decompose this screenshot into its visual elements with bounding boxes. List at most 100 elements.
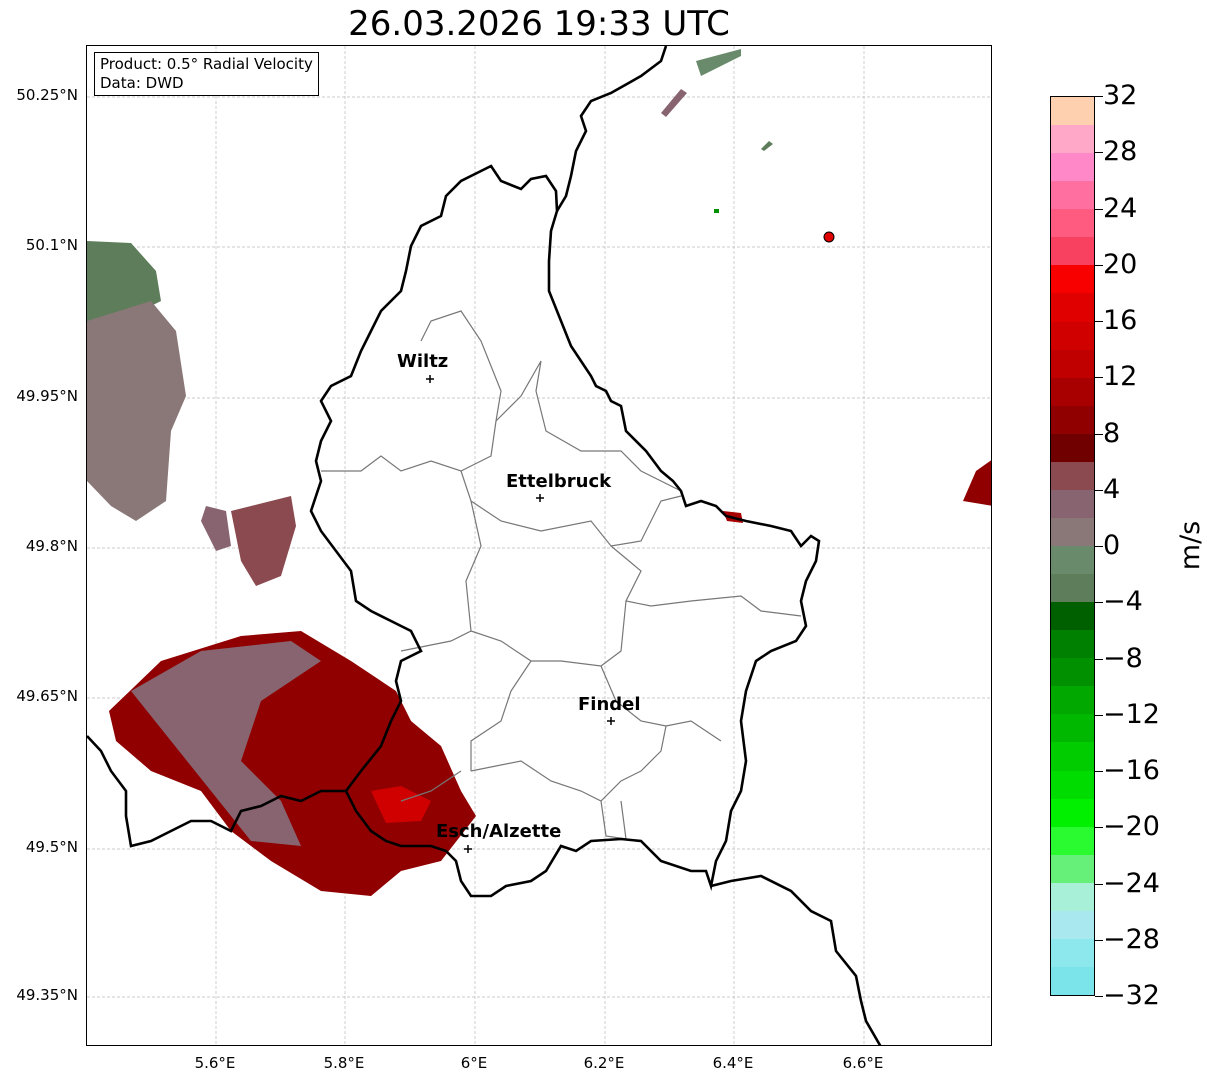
colorbar-tick <box>1095 489 1103 491</box>
colorbar <box>1050 96 1095 996</box>
colorbar-band <box>1051 630 1094 659</box>
colorbar-tick <box>1095 996 1103 997</box>
echo-w-cluster <box>231 496 296 586</box>
colorbar-tick-label: 32 <box>1103 80 1138 111</box>
echo-n1 <box>661 89 687 117</box>
lon-label: 6.2°E <box>583 1054 625 1072</box>
echo-n2 <box>761 141 773 151</box>
colorbar-band <box>1051 742 1094 771</box>
map-title: 26.03.2026 19:33 UTC <box>348 4 730 44</box>
radar-map[interactable] <box>86 45 992 1046</box>
colorbar-tick <box>1095 433 1103 435</box>
colorbar-band <box>1051 798 1094 827</box>
canton-borders <box>321 310 802 840</box>
colorbar-tick-label: −8 <box>1103 642 1143 674</box>
colorbar-band <box>1051 153 1094 182</box>
echo-sw-pink <box>131 641 321 846</box>
colorbar-band <box>1051 349 1094 378</box>
colorbar-tick-label: 28 <box>1103 136 1138 168</box>
echo-e <box>963 460 991 506</box>
colorbar-tick <box>1095 152 1103 154</box>
echo-nw-pink <box>87 301 186 521</box>
echo-n3 <box>696 49 741 76</box>
gridlines <box>87 46 991 1045</box>
colorbar-band <box>1051 97 1094 126</box>
lat-label: 50.25°N <box>16 86 78 104</box>
colorbar-band <box>1051 770 1094 799</box>
colorbar-band <box>1051 910 1094 939</box>
radar-echoes <box>87 49 991 896</box>
colorbar-band <box>1051 517 1094 546</box>
colorbar-tick <box>1095 208 1103 210</box>
colorbar-band <box>1051 405 1094 434</box>
colorbar-tick-label: 12 <box>1103 361 1138 393</box>
luxembourg-border <box>309 164 821 898</box>
colorbar-tick <box>1095 658 1103 660</box>
product-label: Product: 0.5° Radial Velocity <box>100 55 313 73</box>
lat-label: 49.5°N <box>25 838 78 856</box>
city-label-esch: Esch/Alzette <box>436 821 562 842</box>
lon-label: 5.6°E <box>194 1054 236 1072</box>
lat-label: 49.35°N <box>16 986 78 1004</box>
colorbar-band <box>1051 125 1094 154</box>
colorbar-tick <box>1095 939 1103 941</box>
city-markers <box>426 375 615 853</box>
country-borders <box>87 46 882 1045</box>
colorbar-band <box>1051 181 1094 210</box>
colorbar-tick-label: 16 <box>1103 305 1138 336</box>
lon-label: 6.6°E <box>842 1054 884 1072</box>
colorbar-band <box>1051 882 1094 911</box>
colorbar-tick-label: −12 <box>1103 698 1160 730</box>
colorbar-band <box>1051 209 1094 238</box>
colorbar-tick <box>1095 377 1103 379</box>
echo-w-small <box>201 506 231 551</box>
city-label-wiltz: Wiltz <box>397 351 449 372</box>
lon-label: 6.4°E <box>712 1054 754 1072</box>
colorbar-band <box>1051 489 1094 518</box>
colorbar-tick <box>1095 883 1103 885</box>
lon-label: 5.8°E <box>323 1054 365 1072</box>
city-label-findel: Findel <box>578 694 641 715</box>
colorbar-tick <box>1095 827 1103 829</box>
colorbar-tick-label: −32 <box>1103 980 1160 1011</box>
colorbar-band <box>1051 321 1094 350</box>
colorbar-band <box>1051 461 1094 490</box>
data-source-label: Data: DWD <box>100 74 184 92</box>
radar-site-marker <box>823 231 835 243</box>
lat-label: 49.65°N <box>16 687 78 705</box>
colorbar-band <box>1051 237 1094 266</box>
colorbar-band <box>1051 938 1094 967</box>
colorbar-band <box>1051 602 1094 631</box>
colorbar-unit: m/s <box>1175 520 1207 571</box>
colorbar-tick-label: −4 <box>1103 586 1143 618</box>
colorbar-band <box>1051 574 1094 603</box>
colorbar-band <box>1051 966 1094 995</box>
colorbar-band <box>1051 714 1094 743</box>
colorbar-tick-label: 4 <box>1103 473 1121 505</box>
colorbar-band <box>1051 686 1094 715</box>
colorbar-tick <box>1095 602 1103 604</box>
colorbar-tick <box>1095 714 1103 716</box>
echo-sw-red <box>371 786 431 823</box>
colorbar-tick <box>1095 321 1103 322</box>
colorbar-tick-label: 8 <box>1103 417 1121 449</box>
colorbar-band <box>1051 658 1094 687</box>
echo-n4 <box>714 209 719 213</box>
colorbar-band <box>1051 293 1094 322</box>
colorbar-tick-label: −20 <box>1103 811 1160 843</box>
colorbar-tick-label: −16 <box>1103 755 1160 786</box>
colorbar-tick-label: −28 <box>1103 923 1160 955</box>
lat-label: 50.1°N <box>25 236 78 254</box>
colorbar-tick <box>1095 264 1103 266</box>
colorbar-band <box>1051 826 1094 855</box>
map-canvas <box>87 46 991 1045</box>
city-label-ettelbruck: Ettelbruck <box>506 471 612 492</box>
colorbar-tick-label: 0 <box>1103 530 1121 561</box>
colorbar-tick <box>1095 96 1103 97</box>
product-info-box: Product: 0.5° Radial Velocity Data: DWD <box>94 52 319 96</box>
colorbar-tick-label: 24 <box>1103 192 1138 224</box>
lat-label: 49.8°N <box>25 537 78 555</box>
colorbar-tick-label: 20 <box>1103 248 1138 280</box>
colorbar-tick-label: −24 <box>1103 867 1160 899</box>
colorbar-tick <box>1095 771 1103 772</box>
